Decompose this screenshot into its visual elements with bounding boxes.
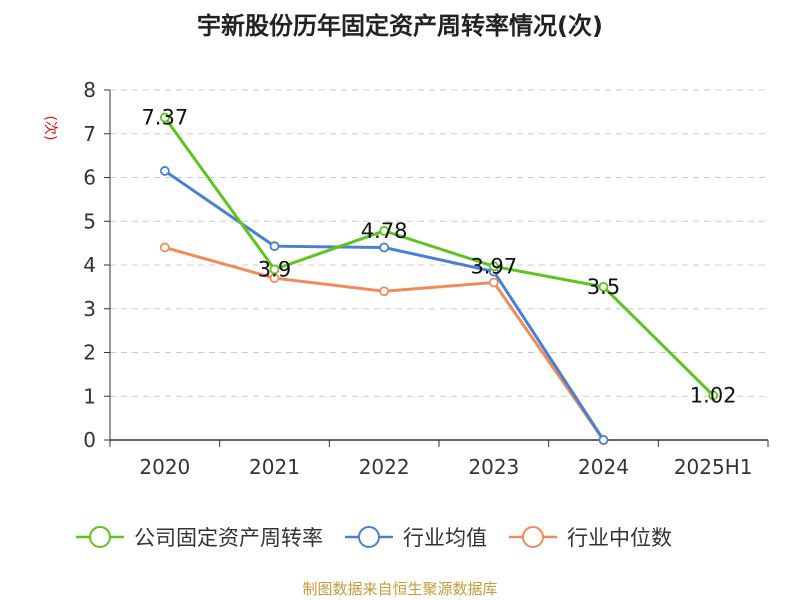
x-tick-label: 2025H1 [674,455,753,479]
legend: 公司固定资产周转率 行业均值 行业中位数 [76,526,672,550]
x-tick-labels: 2020 2021 2022 2023 2024 2025H1 [139,455,752,479]
data-label: 4.78 [361,219,408,243]
y-tick-labels: 0 1 2 3 4 5 6 7 8 [83,78,96,452]
data-point [159,242,170,253]
legend-label: 行业中位数 [567,526,672,550]
data-labels: 7.37 3.9 4.78 3.97 3.5 1.02 [141,106,736,408]
y-tick-label: 5 [83,209,96,233]
y-tick-label: 3 [83,297,96,321]
y-tick-label: 7 [83,122,96,146]
y-axis-title: (次) [42,116,58,141]
y-tick-label: 4 [83,253,96,277]
y-tick-label: 6 [83,166,96,190]
data-point [598,281,609,292]
series-points [159,112,719,445]
data-label: 7.37 [141,106,188,130]
legend-marker [89,526,111,548]
legend-label: 行业均值 [403,526,487,550]
y-tick-label: 1 [83,384,96,408]
data-point [379,242,390,253]
data-label: 3.97 [470,254,517,278]
x-tick-label: 2020 [139,455,190,479]
series-line [164,246,605,441]
legend-label: 公司固定资产周转率 [134,526,323,550]
series-lines [163,116,715,441]
x-tick-label: 2022 [359,455,410,479]
chart-title: 宇新股份历年固定资产周转率情况(次) [197,12,603,40]
data-point [488,277,499,288]
y-tick-label: 8 [83,78,96,102]
y-axis-title-text: (次) [42,116,58,141]
data-point [159,112,170,123]
legend-marker [522,526,544,548]
x-tick-label: 2021 [249,455,300,479]
data-label: 3.9 [258,257,291,281]
axes [104,89,769,447]
data-point [379,225,390,236]
data-point [488,261,499,272]
data-point [379,286,390,297]
x-tick-label: 2023 [468,455,519,479]
data-point [269,264,280,275]
y-tick-label: 2 [83,341,96,365]
series-line [163,116,715,397]
source-note: 制图数据来自恒生聚源数据库 [302,580,498,598]
data-point [159,166,170,176]
legend-marker [358,526,380,548]
x-tick-label: 2024 [578,455,629,479]
y-tick-label: 0 [83,428,96,452]
series-line [163,169,605,441]
data-label: 3.5 [587,275,620,299]
data-point [269,241,280,252]
data-label: 1.02 [690,383,737,407]
data-point [598,435,609,445]
data-point [708,390,719,401]
